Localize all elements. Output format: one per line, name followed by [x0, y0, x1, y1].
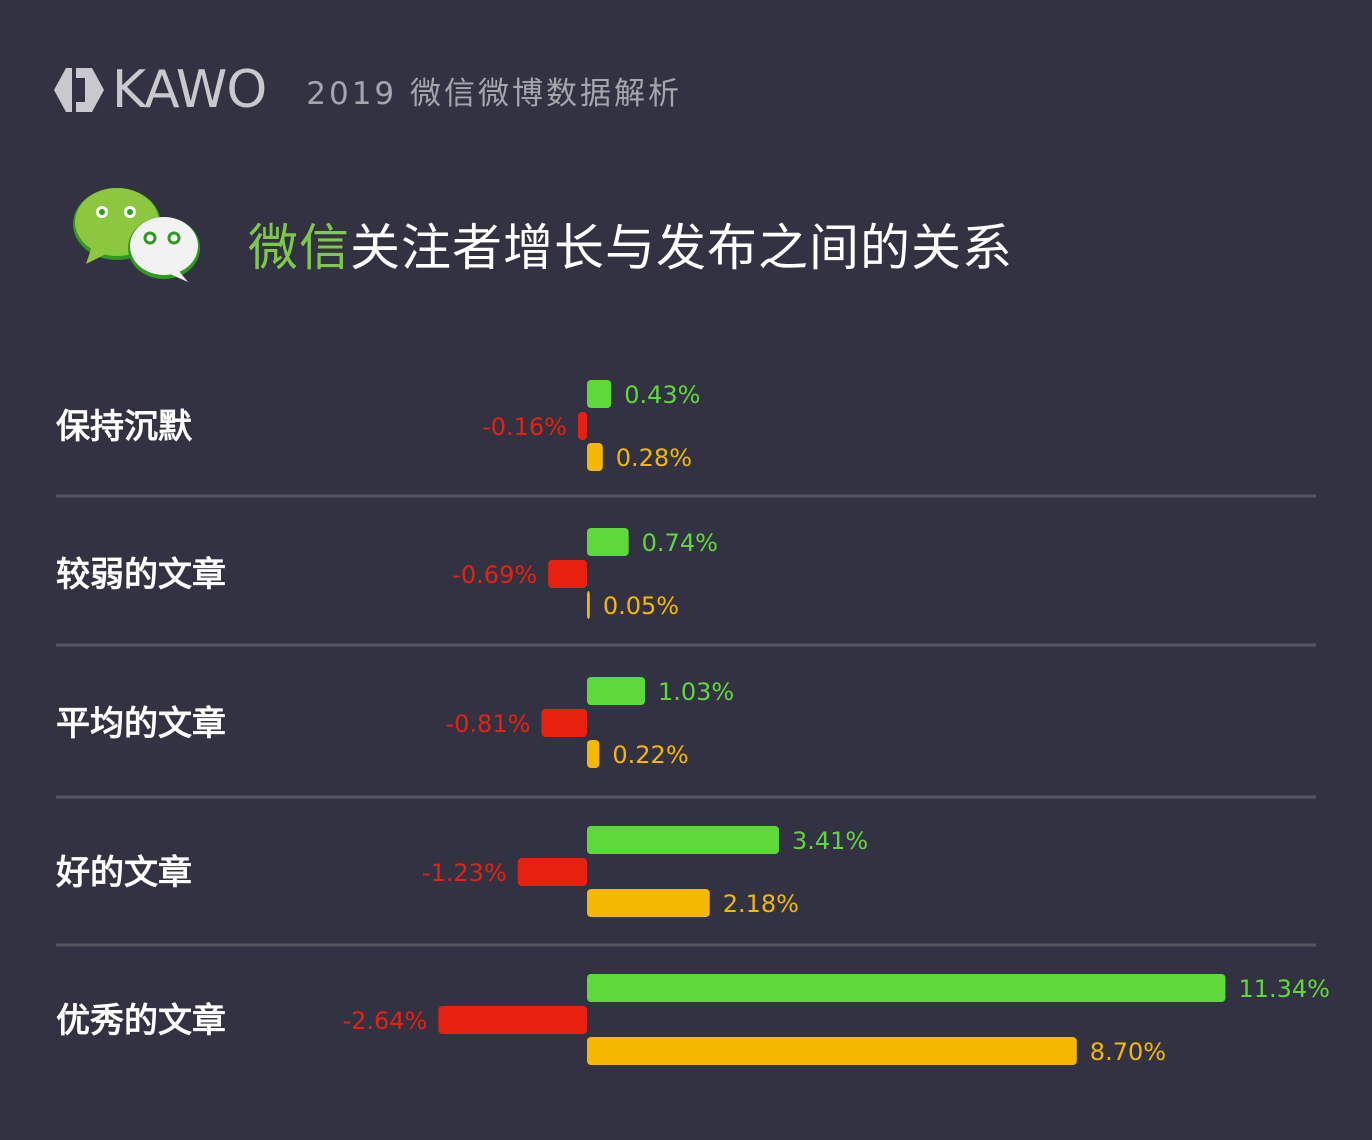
- bar-green: [587, 974, 1226, 1002]
- bar-green: [587, 826, 779, 854]
- data-label-red: -1.23%: [422, 859, 507, 887]
- bar-green: [587, 528, 629, 556]
- bar-yellow: [587, 443, 603, 471]
- bar-red: [517, 858, 587, 886]
- data-label-green: 0.43%: [624, 381, 700, 409]
- data-label-yellow: 8.70%: [1090, 1038, 1166, 1066]
- data-label-red: -2.64%: [342, 1007, 427, 1035]
- kawo-logo: KAWO: [52, 60, 267, 120]
- bar-yellow: [587, 889, 710, 917]
- category-label: 好的文章: [55, 853, 192, 893]
- bar-yellow: [587, 591, 590, 619]
- header: KAWO 2019 微信微博数据解析: [52, 62, 682, 118]
- bar-green: [587, 677, 645, 705]
- data-label-green: 11.34%: [1238, 975, 1330, 1003]
- data-label-green: 1.03%: [658, 678, 734, 706]
- data-label-green: 0.74%: [642, 529, 718, 557]
- data-label-red: -0.16%: [482, 413, 567, 441]
- report-title: 2019 微信微博数据解析: [306, 75, 683, 112]
- chart-title: 微信关注者增长与发布之间的关系: [248, 208, 1013, 280]
- chart-title-accent: 微信: [248, 219, 350, 277]
- data-label-yellow: 2.18%: [723, 890, 799, 918]
- wechat-logo-icon: [73, 188, 200, 282]
- brand-name: KAWO: [112, 60, 267, 120]
- bar-yellow: [587, 740, 600, 768]
- category-label: 保持沉默: [56, 407, 193, 447]
- bar-yellow: [587, 1037, 1077, 1065]
- data-label-yellow: 0.22%: [612, 741, 688, 769]
- bar-red: [577, 412, 587, 440]
- data-label-green: 3.41%: [792, 827, 868, 855]
- bar-red: [548, 560, 587, 588]
- data-label-red: -0.69%: [452, 561, 537, 589]
- bar-red: [438, 1006, 587, 1034]
- category-label: 平均的文章: [56, 704, 226, 744]
- bar-red: [541, 709, 587, 737]
- bar-green: [587, 380, 612, 408]
- chart-title-rest: 关注者增长与发布之间的关系: [350, 219, 1013, 277]
- kawo-logo-icon: [54, 64, 104, 116]
- data-label-red: -0.81%: [445, 710, 530, 738]
- data-label-yellow: 0.05%: [603, 592, 679, 620]
- category-label: 优秀的文章: [56, 1001, 226, 1041]
- category-label: 较弱的文章: [56, 555, 226, 595]
- data-label-yellow: 0.28%: [616, 444, 692, 472]
